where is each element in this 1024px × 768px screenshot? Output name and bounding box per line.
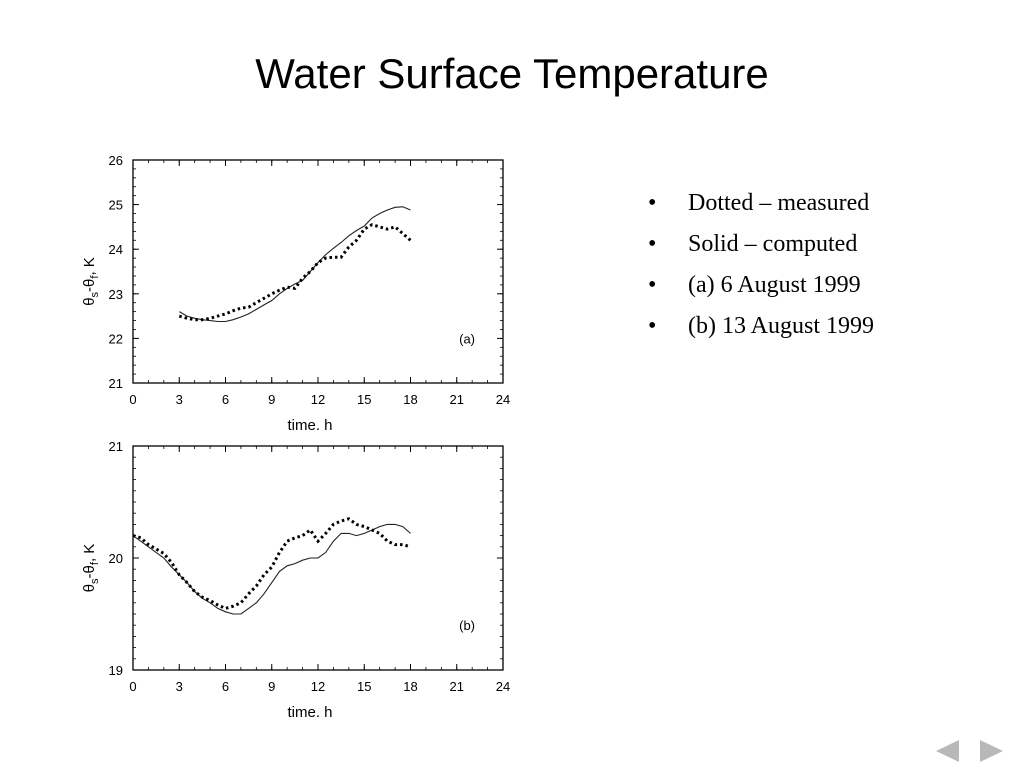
bullet-text: Dotted – measured [688,190,870,216]
bullet-dot: • [648,313,657,339]
slide-title: Water Surface Temperature [255,50,769,97]
bullet-dot: • [648,272,657,298]
bullet-item: • (b) 13 August 1999 [646,308,874,349]
bullet-text: Solid – computed [688,231,858,257]
x-tick-label: 6 [222,392,229,407]
y-tick-label: 21 [109,376,123,391]
computed-series-line [179,206,411,323]
x-tick-label: 3 [176,679,183,694]
x-tick-label: 9 [268,392,275,407]
y-tick-label: 21 [109,439,123,454]
x-tick-label: 21 [450,392,464,407]
next-slide-button[interactable] [978,736,1006,766]
bullet-dot: • [648,231,657,257]
measured-series-line [132,517,411,610]
panel-label: (a) [459,331,475,346]
x-tick-label: 3 [176,392,183,407]
triangle-left-icon [936,740,959,762]
previous-slide-button[interactable] [933,736,961,766]
bullet-item: • Solid – computed [646,226,874,267]
chart-panel-a: 0 3 6 9 12 15 18 21 24 21 22 23 24 25 26 time. h θs-θf, … [81,153,510,434]
y-axis-label: θs-θf, K [81,544,101,593]
x-tick-label: 12 [311,679,325,694]
bullet-item: • Dotted – measured [646,185,874,226]
x-tick-label: 24 [496,679,510,694]
x-tick-label: 9 [268,679,275,694]
y-tick-label: 19 [109,663,123,678]
bullet-text: (b) 13 August 1999 [688,313,874,339]
chart-panel-b: 0 3 6 9 12 15 18 21 24 19 20 21 time. h θs-θf, K (b) [81,439,510,721]
bullet-text: (a) 6 August 1999 [688,272,861,298]
y-tick-label: 23 [109,287,123,302]
bullet-dot: • [648,190,657,216]
y-tick-label: 20 [109,551,123,566]
y-tick-label: 26 [109,153,123,168]
y-tick-label: 22 [109,331,123,346]
x-tick-label: 15 [357,392,371,407]
x-tick-label: 0 [129,392,136,407]
x-tick-label: 18 [403,679,417,694]
x-tick-label: 0 [129,679,136,694]
triangle-right-icon [980,740,1003,762]
x-axis-label: time. h [287,704,332,721]
panel-label: (b) [459,618,475,633]
y-tick-label: 24 [109,242,123,257]
y-tick-label: 25 [109,198,123,213]
x-axis-label: time. h [287,417,332,434]
x-tick-label: 24 [496,392,510,407]
plot-frame [132,159,504,384]
y-axis-label: θs-θf, K [81,257,101,306]
measured-series-line [178,223,412,322]
x-tick-label: 6 [222,679,229,694]
x-tick-label: 18 [403,392,417,407]
bullet-item: • (a) 6 August 1999 [646,267,874,308]
x-tick-label: 15 [357,679,371,694]
bullet-list: • Dotted – measured • Solid – computed • (a… [646,185,874,349]
x-tick-label: 21 [450,679,464,694]
x-tick-label: 12 [311,392,325,407]
